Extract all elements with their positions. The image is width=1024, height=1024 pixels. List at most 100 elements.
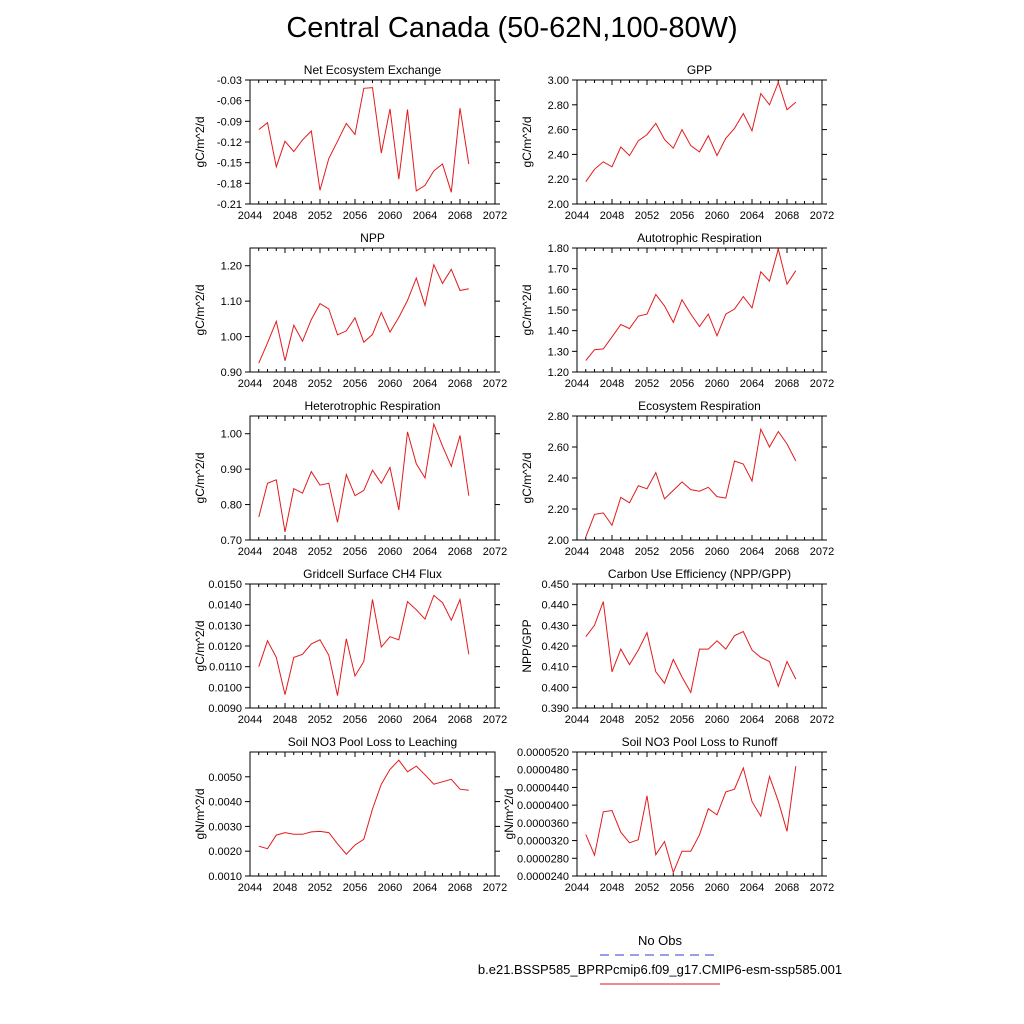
soil-no3-pool-loss-to-leaching-xtick-label: 2060 xyxy=(378,882,402,894)
soil-no3-pool-loss-to-runoff-xtick-label: 2064 xyxy=(740,882,764,894)
soil-no3-pool-loss-to-runoff-ytick-label: 0.0000240 xyxy=(517,871,569,883)
gridcell-surface-ch4-flux-xtick-label: 2064 xyxy=(413,714,437,726)
soil-no3-pool-loss-to-runoff-xtick-label: 2048 xyxy=(600,882,624,894)
carbon-use-efficiency-npp-gpp-xtick-label: 2060 xyxy=(705,714,729,726)
carbon-use-efficiency-npp-gpp-ylabel: NPP/GPP xyxy=(520,619,534,672)
panel-grid: Net Ecosystem Exchange gC/m^2/d 2044 2048 20… xyxy=(193,63,834,894)
net-ecosystem-exchange-ytick-label: -0.06 xyxy=(217,96,242,108)
net-ecosystem-exchange-panel: Net Ecosystem Exchange gC/m^2/d 2044 2048 20… xyxy=(193,63,507,222)
heterotrophic-respiration-title: Heterotrophic Respiration xyxy=(304,399,440,413)
ecosystem-respiration-panel: Ecosystem Respiration gC/m^2/d 2044 2048 205… xyxy=(520,399,834,558)
ecosystem-respiration-ytick-label: 2.80 xyxy=(548,411,569,423)
net-ecosystem-exchange-ytick-label: -0.18 xyxy=(217,178,242,190)
heterotrophic-respiration-ylabel: gC/m^2/d xyxy=(193,453,207,504)
soil-no3-pool-loss-to-runoff-ytick-label: 0.0000480 xyxy=(517,765,569,777)
soil-no3-pool-loss-to-leaching-ylabel: gN/m^2/d xyxy=(193,789,207,840)
net-ecosystem-exchange-xtick-label: 2056 xyxy=(343,210,367,222)
gridcell-surface-ch4-flux-ytick-label: 0.0120 xyxy=(208,641,242,653)
soil-no3-pool-loss-to-leaching-xtick-label: 2064 xyxy=(413,882,437,894)
npp-xtick-label: 2056 xyxy=(343,378,367,390)
net-ecosystem-exchange-xtick-label: 2052 xyxy=(308,210,332,222)
autotrophic-respiration-xtick-label: 2072 xyxy=(810,378,834,390)
gpp-ytick-label: 2.60 xyxy=(548,125,569,137)
autotrophic-respiration-ytick-label: 1.60 xyxy=(548,284,569,296)
gridcell-surface-ch4-flux-ytick-label: 0.0150 xyxy=(208,579,242,591)
ecosystem-respiration-xtick-label: 2072 xyxy=(810,546,834,558)
carbon-use-efficiency-npp-gpp-ytick-label: 0.390 xyxy=(541,703,569,715)
gpp-xtick-label: 2044 xyxy=(565,210,589,222)
heterotrophic-respiration-xtick-label: 2048 xyxy=(273,546,297,558)
gridcell-surface-ch4-flux-xtick-label: 2072 xyxy=(483,714,507,726)
gpp-panel: GPP gC/m^2/d 2044 2048 2052 2056 2060 2064 2068 2… xyxy=(520,63,834,222)
soil-no3-pool-loss-to-leaching-xtick-label: 2044 xyxy=(238,882,262,894)
autotrophic-respiration-series-line xyxy=(585,247,797,361)
gridcell-surface-ch4-flux-ytick-label: 0.0110 xyxy=(209,662,242,674)
ecosystem-respiration-xtick-label: 2048 xyxy=(600,546,624,558)
autotrophic-respiration-title: Autotrophic Respiration xyxy=(637,231,762,245)
gpp-ytick-label: 2.00 xyxy=(548,199,569,211)
autotrophic-respiration-xtick-label: 2056 xyxy=(670,378,694,390)
ecosystem-respiration-xtick-label: 2056 xyxy=(670,546,694,558)
carbon-use-efficiency-npp-gpp-ytick-label: 0.430 xyxy=(541,620,569,632)
autotrophic-respiration-ytick-label: 1.50 xyxy=(548,305,569,317)
gridcell-surface-ch4-flux-series-line xyxy=(258,594,470,696)
soil-no3-pool-loss-to-leaching-frame xyxy=(249,751,496,877)
heterotrophic-respiration-ytick-label: 1.00 xyxy=(221,429,242,441)
npp-xtick-label: 2060 xyxy=(378,378,402,390)
heterotrophic-respiration-xtick-label: 2064 xyxy=(413,546,437,558)
ecosystem-respiration-xtick-label: 2064 xyxy=(740,546,764,558)
legend-label-no-obs: No Obs xyxy=(637,933,683,948)
gpp-xtick-label: 2048 xyxy=(600,210,624,222)
autotrophic-respiration-xtick-label: 2044 xyxy=(565,378,589,390)
autotrophic-respiration-ytick-label: 1.80 xyxy=(548,243,569,255)
carbon-use-efficiency-npp-gpp-ytick-label: 0.420 xyxy=(541,641,569,653)
net-ecosystem-exchange-xtick-label: 2044 xyxy=(238,210,262,222)
npp-xtick-label: 2044 xyxy=(238,378,262,390)
carbon-use-efficiency-npp-gpp-xtick-label: 2072 xyxy=(810,714,834,726)
heterotrophic-respiration-xtick-label: 2044 xyxy=(238,546,262,558)
heterotrophic-respiration-xtick-label: 2060 xyxy=(378,546,402,558)
carbon-use-efficiency-npp-gpp-xtick-label: 2052 xyxy=(635,714,659,726)
autotrophic-respiration-ylabel: gC/m^2/d xyxy=(520,285,534,336)
gridcell-surface-ch4-flux-xtick-label: 2068 xyxy=(448,714,472,726)
npp-ylabel: gC/m^2/d xyxy=(193,285,207,336)
soil-no3-pool-loss-to-runoff-xtick-label: 2072 xyxy=(810,882,834,894)
heterotrophic-respiration-ytick-label: 0.90 xyxy=(221,464,242,476)
soil-no3-pool-loss-to-leaching-series-line xyxy=(258,759,469,855)
carbon-use-efficiency-npp-gpp-ytick-label: 0.400 xyxy=(541,682,569,694)
heterotrophic-respiration-panel: Heterotrophic Respiration gC/m^2/d 2044 204… xyxy=(193,399,507,558)
npp-ytick-label: 0.90 xyxy=(221,367,242,379)
soil-no3-pool-loss-to-leaching-xtick-label: 2068 xyxy=(448,882,472,894)
autotrophic-respiration-xtick-label: 2068 xyxy=(775,378,799,390)
soil-no3-pool-loss-to-leaching-ytick-label: 0.0010 xyxy=(208,871,242,883)
gpp-xtick-label: 2060 xyxy=(705,210,729,222)
carbon-use-efficiency-npp-gpp-panel: Carbon Use Efficiency (NPP/GPP) NPP/GPP 20… xyxy=(520,567,834,726)
npp-title: NPP xyxy=(360,231,385,245)
soil-no3-pool-loss-to-leaching-ytick-label: 0.0030 xyxy=(208,821,242,833)
ecosystem-respiration-ytick-label: 2.00 xyxy=(548,535,569,547)
gpp-ytick-label: 2.20 xyxy=(548,174,569,186)
carbon-use-efficiency-npp-gpp-ytick-label: 0.410 xyxy=(541,662,569,674)
soil-no3-pool-loss-to-runoff-xtick-label: 2052 xyxy=(635,882,659,894)
carbon-use-efficiency-npp-gpp-xtick-label: 2068 xyxy=(775,714,799,726)
autotrophic-respiration-ytick-label: 1.20 xyxy=(548,367,569,379)
gridcell-surface-ch4-flux-xtick-label: 2052 xyxy=(308,714,332,726)
net-ecosystem-exchange-series-line xyxy=(258,87,470,193)
soil-no3-pool-loss-to-leaching-xtick-label: 2052 xyxy=(308,882,332,894)
npp-series-line xyxy=(258,263,469,364)
soil-no3-pool-loss-to-runoff-xtick-label: 2068 xyxy=(775,882,799,894)
npp-ytick-label: 1.10 xyxy=(221,296,242,308)
heterotrophic-respiration-xtick-label: 2052 xyxy=(308,546,332,558)
gpp-xtick-label: 2072 xyxy=(810,210,834,222)
net-ecosystem-exchange-title: Net Ecosystem Exchange xyxy=(304,63,442,77)
heterotrophic-respiration-ytick-label: 0.70 xyxy=(221,535,242,547)
ecosystem-respiration-xtick-label: 2044 xyxy=(565,546,589,558)
gpp-title: GPP xyxy=(687,63,712,77)
npp-panel: NPP gC/m^2/d 2044 2048 2052 2056 2060 2064 2068 2… xyxy=(193,231,507,390)
npp-ytick-label: 1.20 xyxy=(221,261,242,273)
gpp-ylabel: gC/m^2/d xyxy=(520,117,534,168)
net-ecosystem-exchange-xtick-label: 2048 xyxy=(273,210,297,222)
autotrophic-respiration-panel: Autotrophic Respiration gC/m^2/d 2044 2048 2… xyxy=(520,231,834,390)
soil-no3-pool-loss-to-leaching-ytick-label: 0.0020 xyxy=(208,846,242,858)
